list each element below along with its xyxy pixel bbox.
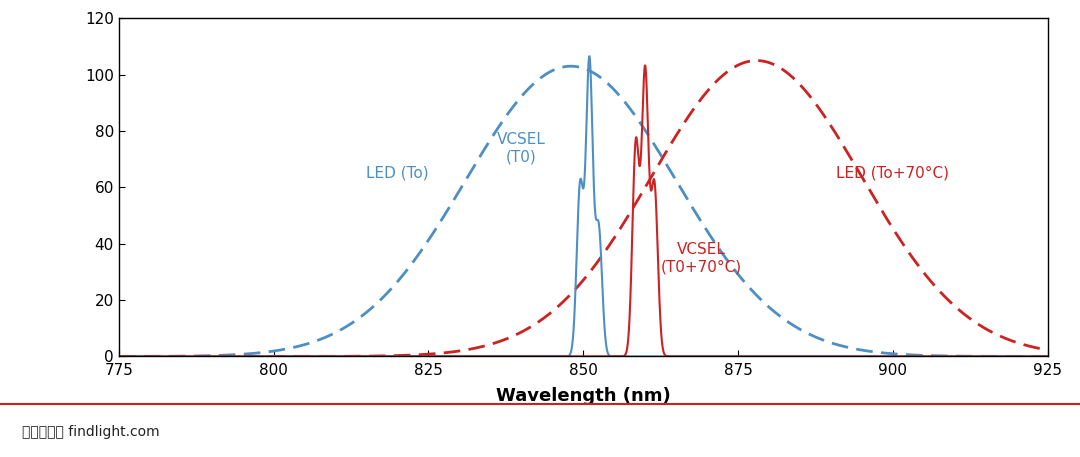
X-axis label: Wavelength (nm): Wavelength (nm) (496, 387, 671, 405)
Text: 资料来源： findlight.com: 资料来源： findlight.com (22, 425, 159, 439)
Text: LED (To+70°C): LED (To+70°C) (836, 166, 949, 181)
Text: LED (To): LED (To) (366, 166, 429, 181)
Text: VCSEL
(T0+70°C): VCSEL (T0+70°C) (660, 242, 741, 274)
Text: VCSEL
(T0): VCSEL (T0) (497, 132, 545, 164)
